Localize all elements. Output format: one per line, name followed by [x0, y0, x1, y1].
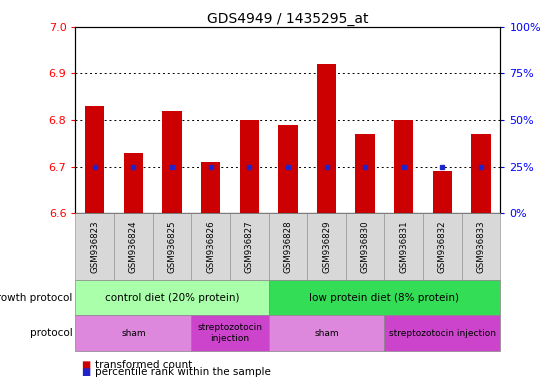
Text: low protein diet (8% protein): low protein diet (8% protein): [310, 293, 459, 303]
Text: GSM936833: GSM936833: [476, 220, 486, 273]
Bar: [433, 171, 452, 213]
Text: growth protocol: growth protocol: [0, 293, 73, 303]
Text: GSM936829: GSM936829: [322, 220, 331, 273]
Text: protocol: protocol: [30, 328, 73, 338]
Text: GSM936823: GSM936823: [90, 220, 100, 273]
Text: GSM936824: GSM936824: [129, 220, 138, 273]
Text: GSM936827: GSM936827: [245, 220, 254, 273]
Text: GSM936830: GSM936830: [361, 220, 369, 273]
Text: GSM936825: GSM936825: [168, 220, 177, 273]
Bar: [278, 125, 297, 213]
Text: GSM936828: GSM936828: [283, 220, 292, 273]
Bar: [201, 162, 220, 213]
Bar: [317, 64, 336, 213]
Bar: [471, 134, 491, 213]
Bar: [124, 152, 143, 213]
Text: sham: sham: [121, 329, 146, 338]
Bar: [162, 111, 182, 213]
Bar: [394, 120, 414, 213]
Bar: [85, 106, 105, 213]
Text: GSM936832: GSM936832: [438, 220, 447, 273]
Bar: [356, 134, 375, 213]
Title: GDS4949 / 1435295_at: GDS4949 / 1435295_at: [207, 12, 368, 26]
Text: GSM936826: GSM936826: [206, 220, 215, 273]
Text: streptozotocin injection: streptozotocin injection: [389, 329, 496, 338]
Text: percentile rank within the sample: percentile rank within the sample: [95, 367, 271, 377]
Text: transformed count: transformed count: [95, 360, 192, 370]
Text: ■: ■: [81, 367, 91, 377]
Text: streptozotocin
injection: streptozotocin injection: [197, 323, 263, 343]
Text: GSM936831: GSM936831: [399, 220, 408, 273]
Text: control diet (20% protein): control diet (20% protein): [105, 293, 239, 303]
Text: sham: sham: [314, 329, 339, 338]
Text: ■: ■: [81, 360, 91, 370]
Bar: [240, 120, 259, 213]
